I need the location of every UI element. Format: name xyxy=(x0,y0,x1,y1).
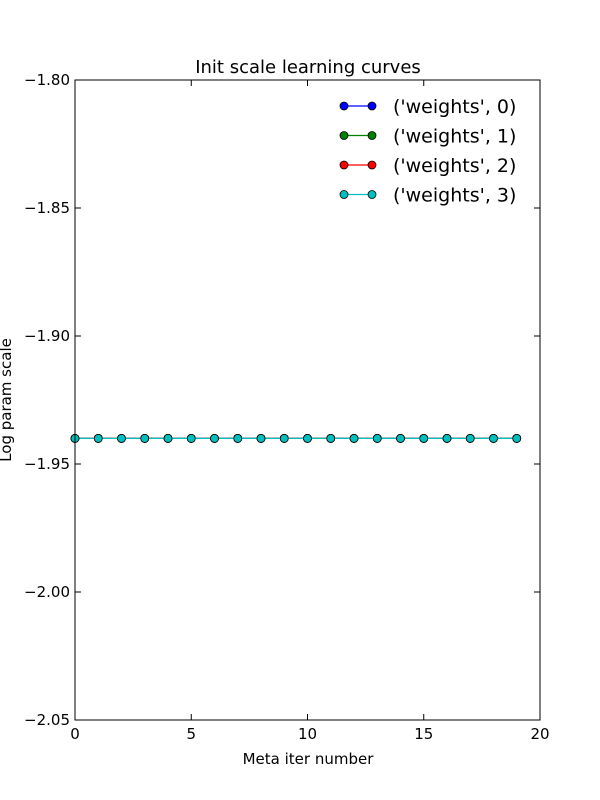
legend-label: ('weights', 2) xyxy=(393,155,516,177)
data-point xyxy=(140,433,150,443)
legend: ('weights', 0) ('weights', 1) ('weights', … xyxy=(339,96,516,207)
y-tick-label: −1.95 xyxy=(24,455,70,473)
legend-item: ('weights', 1) xyxy=(339,126,516,148)
data-point xyxy=(326,433,336,443)
series-3 xyxy=(70,433,522,443)
y-tick-label: −1.80 xyxy=(24,71,70,89)
data-point xyxy=(489,433,498,443)
x-tick-label: 20 xyxy=(530,725,549,743)
data-point xyxy=(419,433,429,443)
data-point xyxy=(396,433,405,443)
y-axis: −2.05 −2.00 −1.95 −1.90 −1.85 −1.80 xyxy=(24,71,540,729)
x-axis: 0 5 10 15 20 xyxy=(70,80,550,743)
y-tick-label: −1.90 xyxy=(24,327,70,345)
x-tick-label: 0 xyxy=(70,725,80,743)
legend-item: ('weights', 3) xyxy=(339,185,516,207)
legend-marker xyxy=(367,101,377,111)
y-axis-label: Log param scale xyxy=(0,338,15,462)
data-point xyxy=(349,433,359,443)
legend-label: ('weights', 0) xyxy=(393,96,516,118)
y-tick-label: −2.00 xyxy=(24,583,70,601)
data-point xyxy=(256,433,266,443)
legend-marker xyxy=(367,190,377,199)
data-point xyxy=(93,433,103,443)
legend-marker xyxy=(339,131,349,140)
legend-marker xyxy=(367,131,377,140)
legend-item: ('weights', 2) xyxy=(339,155,516,177)
legend-label: ('weights', 3) xyxy=(393,185,516,207)
data-point xyxy=(279,433,289,443)
data-point xyxy=(442,433,452,443)
legend-marker xyxy=(339,101,349,111)
chart-title: Init scale learning curves xyxy=(195,57,421,78)
data-point xyxy=(233,433,243,443)
y-tick-label: −2.05 xyxy=(24,711,70,729)
data-point xyxy=(117,433,126,443)
data-point xyxy=(372,433,382,443)
x-tick-label: 10 xyxy=(298,725,317,743)
data-point xyxy=(210,433,219,443)
x-tick-label: 5 xyxy=(186,725,196,743)
x-tick-label: 15 xyxy=(414,725,433,743)
data-point xyxy=(186,433,196,443)
legend-label: ('weights', 1) xyxy=(393,126,516,148)
plot-area xyxy=(70,433,522,443)
data-point xyxy=(163,433,173,443)
y-tick-label: −1.85 xyxy=(24,199,70,217)
legend-marker xyxy=(367,160,377,170)
legend-marker xyxy=(339,190,349,199)
data-point xyxy=(303,433,312,443)
legend-marker xyxy=(339,160,349,170)
data-point xyxy=(465,433,475,443)
data-point xyxy=(512,433,522,443)
x-axis-label: Meta iter number xyxy=(243,750,375,768)
legend-item: ('weights', 0) xyxy=(339,96,516,118)
